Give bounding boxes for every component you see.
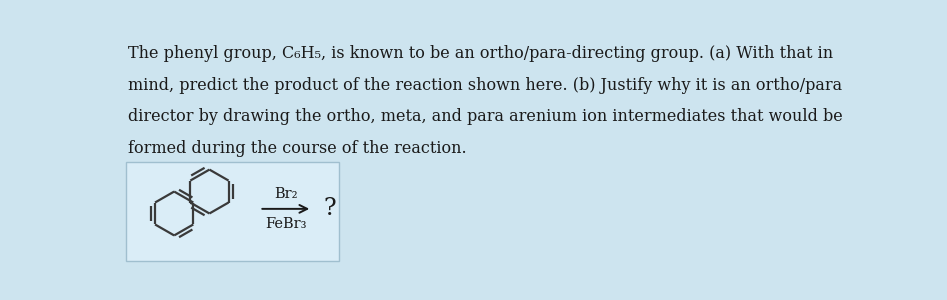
Text: ?: ? xyxy=(324,197,336,220)
Text: The phenyl group, C₆H₅, is known to be an ortho/para-directing group. (a) With t: The phenyl group, C₆H₅, is known to be a… xyxy=(128,45,832,62)
Text: Br₂: Br₂ xyxy=(274,187,297,201)
Text: mind, predict the product of the reaction shown here. (b) Justify why it is an o: mind, predict the product of the reactio… xyxy=(128,77,842,94)
Text: FeBr₃: FeBr₃ xyxy=(265,217,307,231)
Text: director by drawing the ortho, meta, and para arenium ion intermediates that wou: director by drawing the ortho, meta, and… xyxy=(128,108,843,125)
FancyBboxPatch shape xyxy=(126,162,339,261)
Text: formed during the course of the reaction.: formed during the course of the reaction… xyxy=(128,140,466,157)
